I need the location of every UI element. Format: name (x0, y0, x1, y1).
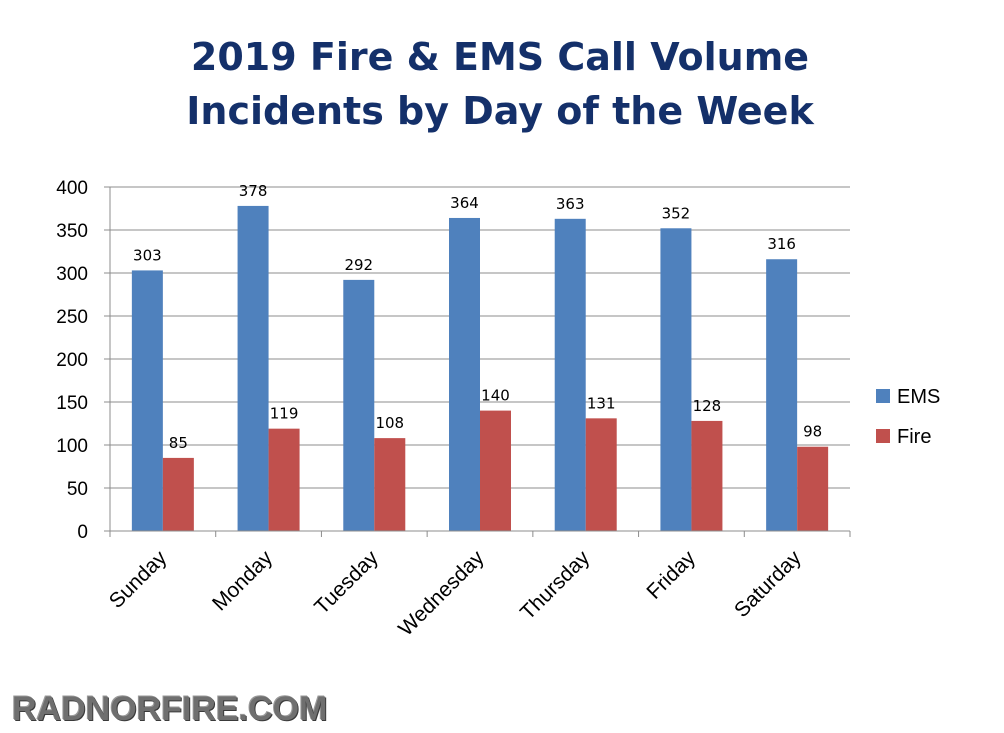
bar-fire-sunday (162, 457, 194, 531)
bar-ems-sunday (131, 270, 163, 531)
y-tick-label: 200 (56, 350, 88, 371)
data-label: 352 (662, 204, 691, 222)
data-label: 316 (767, 235, 796, 253)
x-tick-label: Monday (208, 546, 277, 615)
data-label: 128 (693, 397, 722, 415)
data-label: 140 (481, 387, 510, 405)
chart-title: 2019 Fire & EMS Call Volume Incidents by… (0, 30, 1000, 138)
x-tick-label: Wednesday (394, 546, 489, 641)
bar-fire-thursday (585, 418, 617, 531)
bar-fire-saturday (797, 446, 829, 531)
bar-ems-saturday (766, 259, 798, 531)
bar-ems-friday (660, 228, 692, 531)
y-tick-label: 350 (56, 221, 88, 242)
y-tick-label: 50 (67, 479, 88, 500)
bar-fire-monday (268, 428, 300, 531)
bar-fire-wednesday (480, 410, 511, 531)
y-tick-label: 400 (56, 178, 88, 199)
legend-label: Fire (897, 426, 931, 448)
bars: 303 85 378 119 292 108 364 140 363 131 352 128 316 98 (131, 182, 829, 532)
data-label: 119 (270, 405, 299, 423)
data-label: 108 (375, 414, 404, 432)
data-label: 292 (344, 256, 373, 274)
x-tick-label: Saturday (730, 546, 806, 622)
bar-ems-thursday (554, 218, 586, 531)
bar-ems-wednesday (449, 217, 480, 531)
legend: EMS Fire (876, 386, 940, 448)
x-tick-label: Tuesday (310, 546, 383, 619)
data-label: 364 (450, 194, 479, 212)
legend-swatch-ems (876, 389, 890, 403)
x-tick-label: Sunday (105, 546, 172, 613)
y-tick-label: 0 (77, 522, 88, 543)
data-label: 363 (556, 195, 585, 213)
data-label: 378 (239, 182, 268, 200)
site-watermark: RADNORFIRE.COM (12, 690, 328, 728)
data-label: 98 (803, 423, 822, 441)
y-tick-label: 150 (56, 393, 88, 414)
y-tick-label: 100 (56, 436, 88, 457)
legend-swatch-fire (876, 429, 890, 443)
bar-fire-tuesday (374, 438, 406, 531)
x-tick-label: Thursday (516, 546, 595, 625)
bar-ems-tuesday (343, 279, 375, 531)
chart-title-line-1: 2019 Fire & EMS Call Volume (190, 35, 810, 79)
chart-title-line-2: Incidents by Day of the Week (186, 89, 814, 133)
data-label: 131 (587, 394, 616, 412)
y-tick-label: 250 (56, 307, 88, 328)
y-tick-label: 300 (56, 264, 88, 285)
bar-ems-monday (237, 205, 269, 532)
x-tick-label: Friday (642, 546, 700, 604)
legend-label: EMS (897, 386, 940, 408)
bar-fire-friday (691, 420, 723, 531)
data-label: 303 (133, 246, 162, 264)
data-label: 85 (169, 434, 188, 452)
